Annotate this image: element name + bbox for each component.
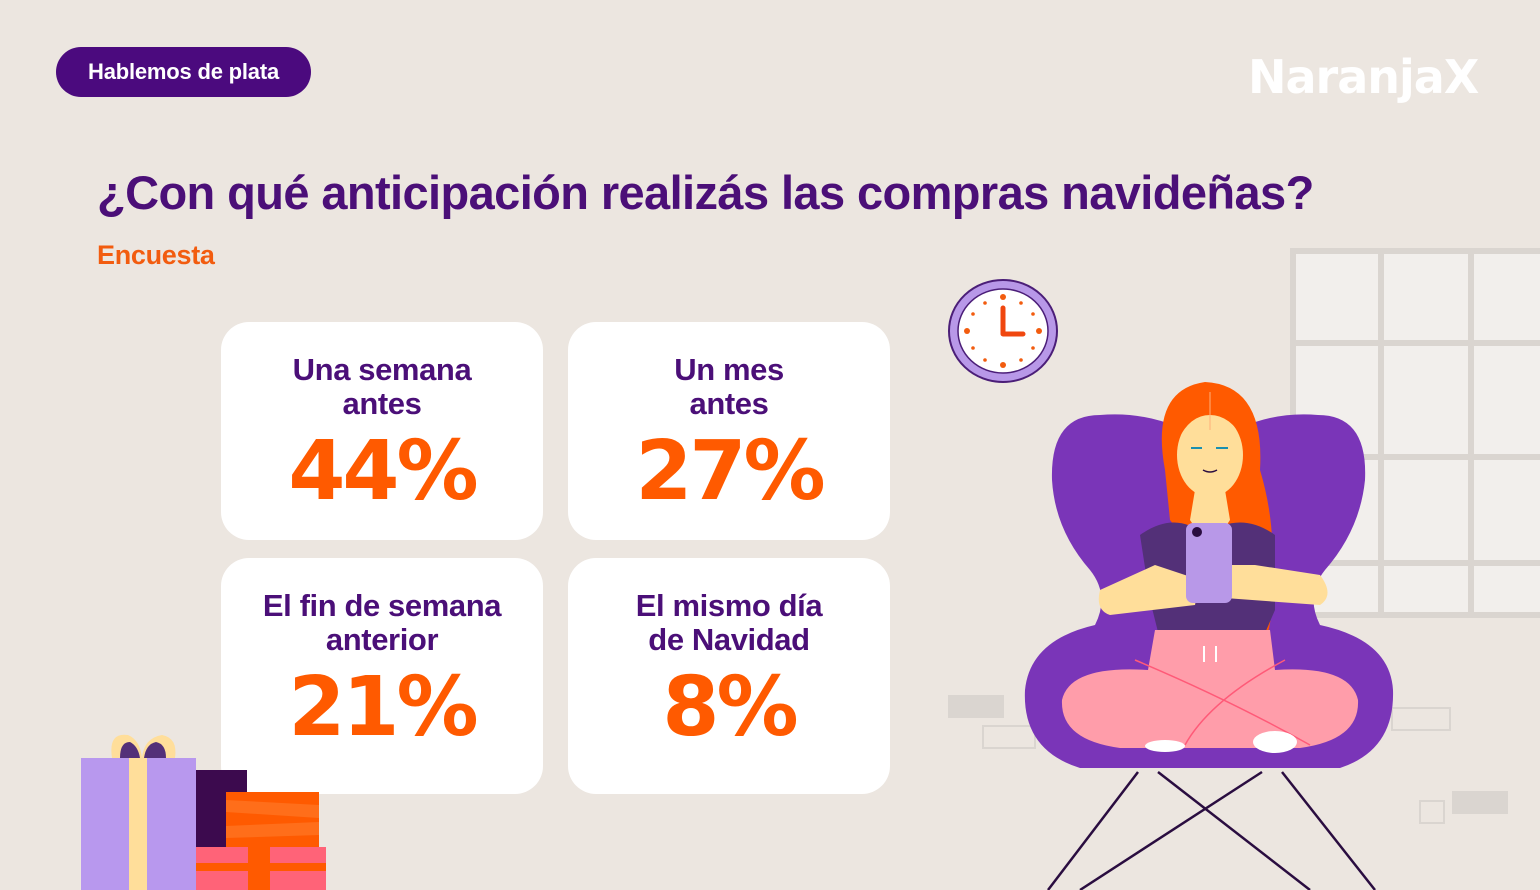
result-percentage: 8%	[662, 660, 798, 755]
result-card-weekend-before: El fin de semana anterior 21%	[221, 558, 543, 794]
wall-clock-icon	[948, 279, 1058, 383]
result-label: Un mes antes	[674, 352, 784, 421]
result-card-one-month: Un mes antes 27%	[568, 322, 890, 540]
result-label: El mismo día de Navidad	[635, 588, 823, 657]
brand-logo: NaranjaX	[1248, 50, 1479, 104]
result-percentage: 21%	[288, 660, 478, 755]
result-percentage: 44%	[288, 424, 478, 519]
page-title: ¿Con qué anticipación realizás las compr…	[97, 166, 1314, 219]
category-badge[interactable]: Hablemos de plata	[56, 47, 311, 97]
result-card-one-week: Una semana antes 44%	[221, 322, 543, 540]
result-card-christmas-day: El mismo día de Navidad 8%	[568, 558, 890, 794]
gift-boxes-illustration	[81, 734, 326, 890]
result-label: Una semana antes	[292, 352, 472, 421]
woman-on-armchair-illustration	[1024, 382, 1394, 890]
wall-bricks-decoration	[948, 695, 1508, 824]
result-label: El fin de semana anterior	[262, 588, 502, 657]
page-subtitle: Encuesta	[97, 240, 215, 270]
result-percentage: 27%	[635, 424, 825, 519]
